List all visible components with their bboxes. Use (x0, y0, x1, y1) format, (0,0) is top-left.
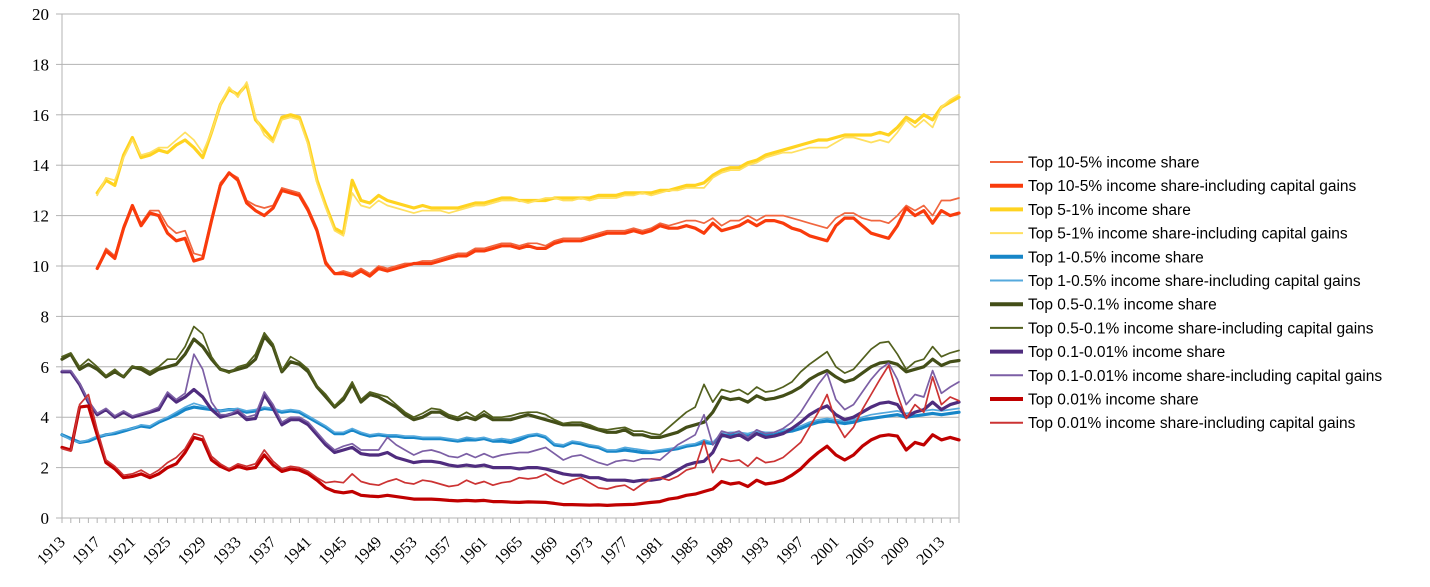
y-axis-label: 12 (32, 207, 49, 226)
x-axis-label: 1989 (703, 534, 738, 569)
series-line-top-5-1-income-share (95, 82, 961, 235)
y-axis-label: 2 (41, 459, 50, 478)
x-axis-label: 1969 (527, 534, 562, 569)
series-line-top-0-1-0-01-income-share (60, 370, 961, 484)
legend-label-11: Top 0.01% income share (1028, 392, 1199, 409)
x-axis-label: 1965 (491, 534, 526, 569)
legend-label-1: Top 10-5% income share (1028, 155, 1199, 172)
x-axis-label: 1929 (175, 534, 210, 569)
x-axis-label: 1973 (562, 534, 597, 569)
legend-label-4: Top 5-1% income share-including capital … (1028, 226, 1348, 243)
series-line-top-5-1-income-share-including-capital-gains (96, 81, 960, 237)
x-axis-label: 1949 (351, 534, 386, 569)
legend-label-7: Top 0.5-0.1% income share (1028, 297, 1217, 314)
x-axis-label: 1993 (738, 534, 773, 569)
x-axis-label: 1985 (667, 534, 702, 569)
series-line-top-1-0-5-income-share-including-capital-gains (61, 402, 960, 453)
x-axis-label: 1925 (140, 534, 175, 569)
y-axis-label: 16 (32, 106, 49, 125)
legend-label-8: Top 0.5-0.1% income share-including capi… (1028, 320, 1374, 337)
x-axis-label: 1961 (456, 534, 491, 569)
x-axis-label: 2005 (843, 534, 878, 569)
series-line-top-10-5-income-share (96, 171, 960, 275)
legend-label-3: Top 5-1% income share (1028, 202, 1191, 219)
series-line-top-10-5-income-share-including-capital-gains (95, 171, 961, 278)
x-axis-label: 2013 (914, 534, 949, 569)
x-axis-label: 1937 (245, 534, 280, 569)
series-line-top-1-0-5-income-share (60, 405, 961, 455)
x-axis-label: 1997 (773, 534, 808, 569)
y-axis-label: 4 (41, 408, 50, 427)
legend-label-5: Top 1-0.5% income share (1028, 249, 1204, 266)
y-axis-label: 14 (32, 156, 50, 175)
x-axis-label: 1953 (386, 534, 421, 569)
y-axis-label: 20 (32, 5, 49, 24)
x-axis-label: 1913 (34, 534, 69, 569)
x-axis-label: 1933 (210, 534, 245, 569)
series-line-top-0-1-0-01-income-share-including-capital-gains (61, 353, 960, 466)
legend-label-9: Top 0.1-0.01% income share (1028, 344, 1225, 361)
x-axis-label: 2009 (878, 534, 913, 569)
x-axis-label: 1981 (632, 534, 667, 569)
x-axis-label: 2001 (808, 534, 843, 569)
legend-label-10: Top 0.1-0.01% income share-including cap… (1028, 368, 1382, 385)
y-axis-label: 6 (41, 358, 50, 377)
legend-label-12: Top 0.01% income share-including capital… (1028, 415, 1356, 432)
x-axis-label: 1977 (597, 534, 632, 569)
series-line-top-0-01-income-share (60, 404, 961, 507)
legend-label-6: Top 1-0.5% income share-including capita… (1028, 273, 1361, 290)
series-line-top-0-01-income-share-including-capital-gains (61, 364, 960, 492)
x-axis-label: 1941 (280, 534, 315, 569)
series-line-top-0-5-0-1-income-share-including-capital-gains (61, 325, 960, 436)
x-axis-label: 1917 (69, 534, 104, 569)
y-axis-label: 8 (41, 307, 50, 326)
y-axis-label: 0 (41, 509, 50, 528)
legend-label-2: Top 10-5% income share-including capital… (1028, 178, 1357, 195)
x-axis-label: 1945 (316, 534, 351, 569)
y-axis-label: 18 (32, 55, 49, 74)
y-axis-label: 10 (32, 257, 49, 276)
series-line-top-0-5-0-1-income-share (60, 335, 961, 439)
x-axis-label: 1921 (105, 534, 140, 569)
x-axis-label: 1957 (421, 534, 456, 569)
